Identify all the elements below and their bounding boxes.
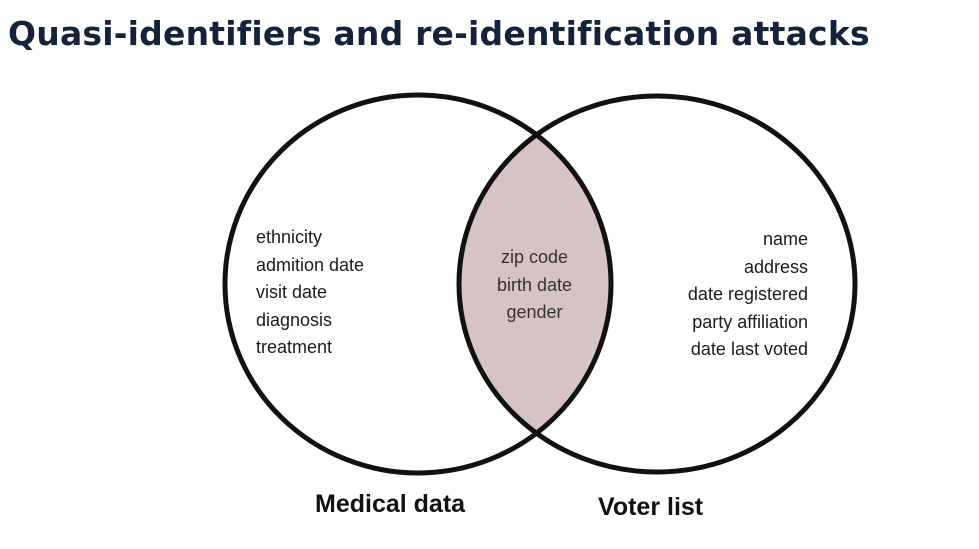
list-item: treatment xyxy=(256,337,333,357)
list-item: zip code xyxy=(500,247,569,267)
page-title: Quasi-identifiers and re-identification … xyxy=(8,14,870,53)
list-item: birth date xyxy=(496,274,573,295)
voter-list-items: name address date registered party affil… xyxy=(688,226,808,364)
list-item: ethnicity xyxy=(256,227,323,247)
list-item: name xyxy=(762,229,808,249)
voter-list-circle xyxy=(456,93,858,475)
list-item: date last voted xyxy=(690,339,808,359)
list-item: date registered xyxy=(687,284,808,304)
medical-data-label: Medical data xyxy=(315,490,466,518)
medical-data-circle xyxy=(222,92,614,476)
list-item: visit date xyxy=(256,282,328,302)
quasi-identifier-items: zip code birth date gender xyxy=(472,244,597,327)
list-item: address xyxy=(743,256,808,277)
list-item: admition date xyxy=(256,254,365,275)
medical-data-items: ethnicity admition date visit date diagn… xyxy=(256,224,364,362)
list-item: party affiliation xyxy=(692,311,808,332)
list-item: diagnosis xyxy=(256,309,333,330)
overlap-region xyxy=(459,96,611,472)
list-item: gender xyxy=(506,302,563,322)
voter-list-label: Voter list xyxy=(598,493,704,521)
